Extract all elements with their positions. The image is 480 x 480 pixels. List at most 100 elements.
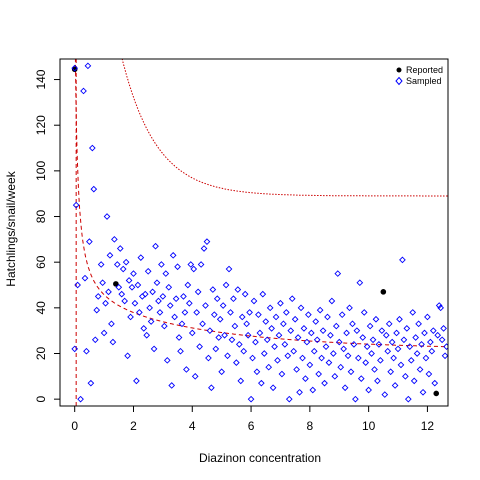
y-tick-label: 80	[34, 210, 48, 224]
sampled-point	[106, 251, 114, 259]
sampled-point	[136, 309, 143, 316]
sampled-point	[419, 388, 427, 396]
sampled-point	[440, 325, 447, 332]
sampled-point	[443, 343, 448, 350]
sampled-point	[425, 370, 433, 378]
sampled-point	[435, 302, 443, 309]
sampled-point	[131, 299, 139, 307]
sampled-point	[277, 299, 284, 307]
sampled-point	[377, 357, 384, 364]
sampled-point	[416, 366, 424, 373]
sampled-point	[103, 213, 111, 220]
y-axis-title: Hatchlings/snail/week	[4, 170, 18, 286]
sampled-point	[163, 357, 171, 364]
sampled-point	[253, 368, 261, 376]
sampled-point	[200, 245, 208, 252]
sampled-point	[350, 341, 358, 348]
sampled-point	[133, 377, 140, 385]
sampled-point	[128, 283, 136, 291]
sampled-point	[263, 336, 271, 344]
sampled-point	[428, 347, 436, 355]
sampled-point	[303, 338, 311, 346]
sampled-point	[83, 347, 90, 355]
sampled-point	[105, 288, 112, 296]
sampled-point	[284, 352, 292, 360]
sampled-point	[319, 327, 327, 335]
sampled-point	[330, 350, 337, 357]
sampled-point	[212, 345, 220, 353]
plot-frame	[59, 58, 449, 407]
x-tick-label: 0	[71, 419, 78, 433]
sampled-point	[272, 313, 280, 321]
sampled-point	[369, 336, 377, 344]
sampled-point	[71, 345, 79, 353]
sampled-point	[159, 293, 167, 300]
y-tick-label: 120	[34, 115, 48, 135]
sampled-point	[177, 347, 184, 355]
sampled-point	[203, 238, 211, 245]
sampled-point	[334, 270, 342, 277]
sampled-point	[121, 297, 129, 305]
sampled-point	[234, 286, 242, 293]
sampled-point	[271, 343, 278, 350]
sampled-point	[372, 315, 380, 323]
sampled-point	[296, 388, 303, 396]
sampled-point	[400, 336, 408, 344]
sampled-point	[171, 313, 178, 321]
sampled-point	[196, 343, 203, 350]
sampled-point	[302, 375, 309, 382]
plot-area	[71, 59, 448, 406]
sampled-point	[366, 322, 374, 330]
sampled-point	[100, 329, 108, 337]
sampled-point	[231, 322, 239, 330]
sampled-point	[191, 372, 199, 380]
sampled-point	[143, 331, 151, 339]
sampled-point	[174, 263, 181, 271]
sampled-point	[429, 327, 437, 335]
sampled-point	[113, 261, 121, 268]
sampled-point	[124, 352, 131, 360]
sampled-point	[206, 327, 214, 335]
sampled-point	[260, 350, 268, 357]
sampled-point	[305, 311, 312, 319]
sampled-point	[399, 256, 406, 264]
sampled-point	[347, 368, 355, 376]
sampled-point	[190, 265, 198, 273]
sampled-point	[141, 290, 149, 298]
sampled-point	[194, 288, 202, 296]
sampled-point	[332, 322, 340, 330]
sampled-point	[278, 370, 286, 378]
sampled-point	[307, 329, 315, 337]
sampled-point	[152, 242, 159, 250]
x-tick-label: 12	[421, 419, 435, 433]
sampled-point	[144, 267, 152, 275]
sampled-point	[209, 286, 217, 293]
sampled-point	[324, 313, 331, 321]
sampled-point	[193, 309, 201, 316]
sampled-point	[374, 377, 381, 385]
sampled-point	[359, 334, 367, 341]
sampled-point	[165, 283, 173, 291]
sampled-point	[249, 354, 256, 362]
sampled-point	[228, 336, 236, 344]
sampled-point	[321, 379, 328, 387]
sampled-point	[256, 329, 264, 337]
sampled-point	[335, 338, 343, 346]
sampled-point	[274, 357, 281, 364]
x-tick-label: 6	[248, 419, 255, 433]
sampled-point	[233, 359, 240, 366]
sampled-point	[202, 302, 209, 309]
sampled-point	[168, 382, 176, 389]
sampled-point	[331, 372, 339, 380]
sampled-point	[396, 315, 403, 323]
sampled-point	[241, 290, 249, 298]
sampled-point	[125, 277, 133, 284]
sampled-point	[97, 261, 105, 268]
sampled-point	[183, 366, 190, 373]
sampled-point	[316, 306, 324, 314]
sampled-point	[205, 354, 212, 362]
sampled-point	[221, 331, 228, 339]
sampled-point	[175, 334, 183, 341]
sampled-point	[230, 295, 237, 303]
sampled-point	[418, 341, 425, 348]
